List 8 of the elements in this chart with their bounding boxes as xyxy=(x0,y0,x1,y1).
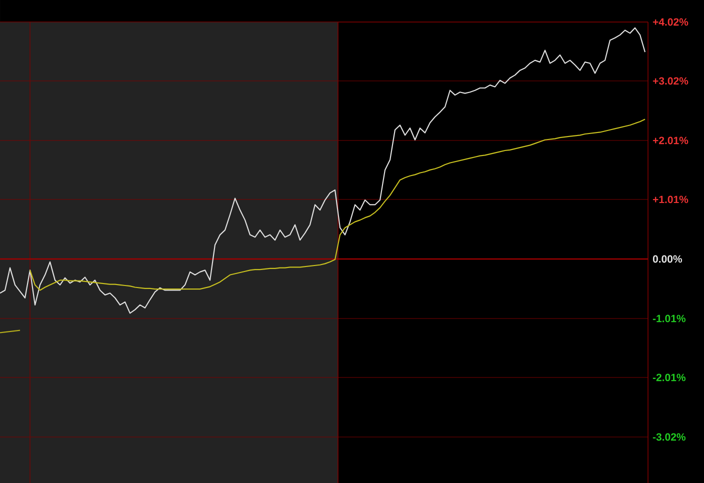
y-tick-label: 0.00% xyxy=(652,255,682,263)
y-tick-label: +2.01% xyxy=(652,136,688,144)
y-tick-label: +4.02% xyxy=(652,18,688,26)
y-tick-label: -3.02% xyxy=(652,433,686,441)
y-tick-label: -2.01% xyxy=(652,374,686,382)
y-tick-label: +1.01% xyxy=(652,196,688,204)
y-tick-label: +3.02% xyxy=(652,77,688,85)
y-tick-label: -1.01% xyxy=(652,314,686,322)
